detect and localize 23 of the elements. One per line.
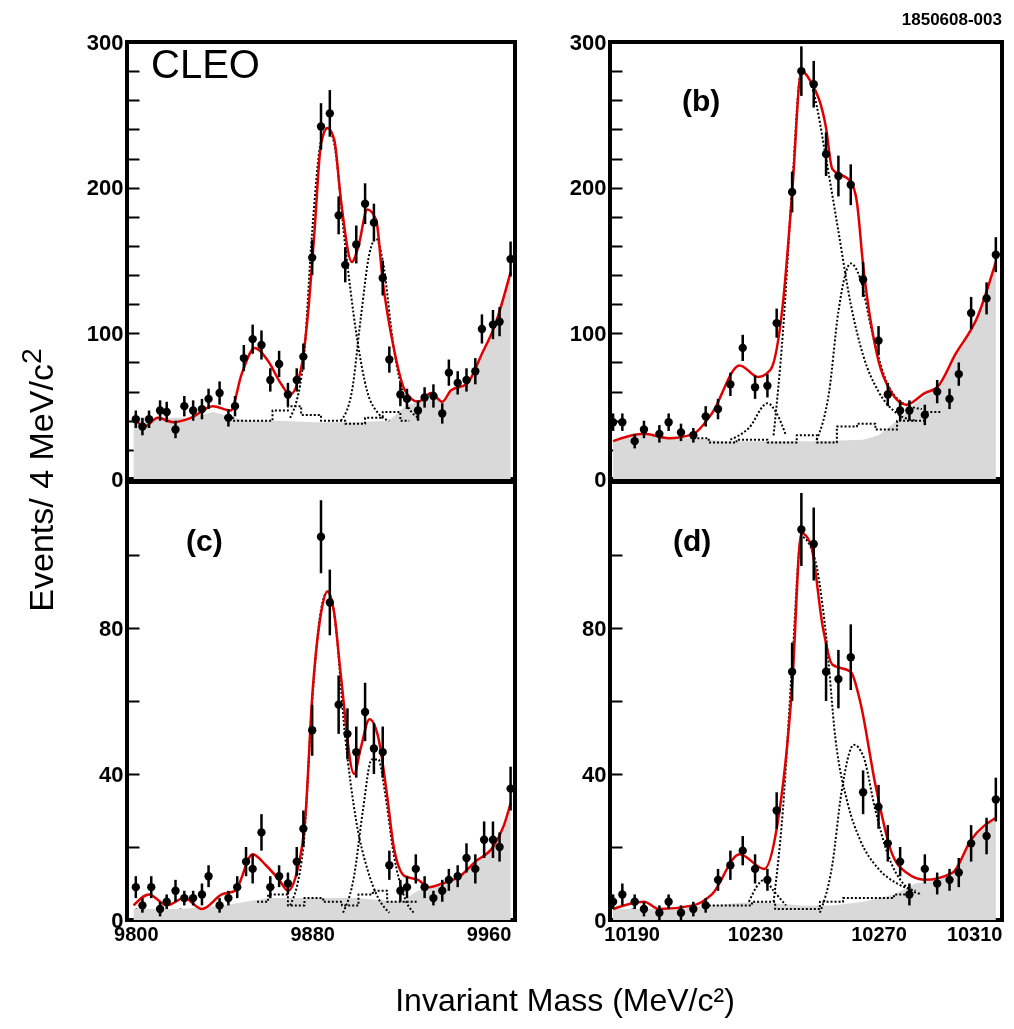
text: 1850608-003 [901,10,1002,30]
y-tick-label: 300 [569,29,607,55]
y-tick-label: 200 [569,175,607,201]
annotation: (b) [682,84,721,118]
y-tick-label: 40 [99,761,124,787]
x-tick-label: 9880 [290,922,335,945]
x-tick-label: 10230 [727,922,784,945]
y-tick-label: 200 [86,175,124,201]
y-tick-label: 0 [594,466,607,492]
y-tick-label: 100 [569,320,607,346]
y-tick-label: 80 [582,615,607,641]
x-tick-label: 10310 [946,922,1003,945]
y-tick-label: 0 [111,466,124,492]
y-tick-label: 80 [99,615,124,641]
annotation: (d) [673,524,712,558]
x-tick-label: 9960 [466,922,512,945]
y-tick-label: 300 [86,29,124,55]
annotation: CLEO [151,42,260,87]
annotation: (c) [186,524,223,558]
y-tick-label: 100 [86,320,124,346]
y-tick-label: 40 [582,761,607,787]
x-axis-title: Invariant Mass (MeV/c²) [395,981,735,1019]
x-tick-label: 10270 [851,922,907,945]
